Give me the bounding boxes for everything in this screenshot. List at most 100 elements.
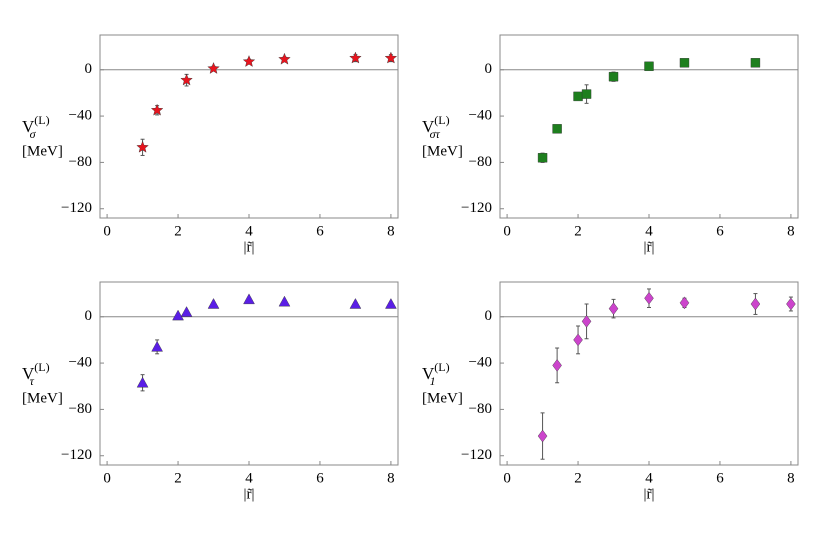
x-axis-label: |r̃| (643, 239, 654, 255)
data-point (608, 71, 619, 82)
data-point (552, 359, 562, 372)
y-label-main: V (422, 364, 435, 383)
data-point (644, 61, 654, 71)
data-point (537, 153, 548, 163)
x-tick-label: 4 (245, 223, 253, 239)
y-label-sub: 1 (430, 374, 436, 388)
data-point (608, 302, 619, 315)
x-tick-label: 4 (245, 470, 253, 486)
y-tick-label: −40 (469, 108, 492, 124)
x-tick-label: 8 (387, 470, 395, 486)
y-tick-label: 0 (485, 308, 493, 324)
y-tick-label: −80 (469, 154, 492, 170)
x-tick-label: 0 (503, 470, 511, 486)
data-point (172, 309, 184, 321)
y-tick-label: −80 (69, 401, 92, 417)
plot-frame (99, 281, 399, 466)
y-tick-label: −40 (469, 355, 492, 371)
y-tick-label: −80 (469, 401, 492, 417)
panel: −120 −80 −40 0 0 2 4 6 8 |r̃| V(L) σ [MeV] (22, 34, 399, 255)
y-axis-label: V(L) 1 (422, 360, 450, 388)
x-tick-label: 6 (716, 470, 724, 486)
data-point (644, 291, 654, 305)
y-label-main: V (22, 364, 35, 383)
y-axis-unit: [MeV] (422, 390, 463, 406)
y-tick-label: 0 (85, 61, 93, 77)
y-label-sub: σ (30, 127, 37, 141)
data-point (750, 297, 761, 311)
data-point (278, 52, 291, 65)
data-point (581, 89, 592, 99)
y-axis-unit: [MeV] (22, 390, 63, 406)
y-axis-unit: [MeV] (22, 143, 63, 159)
x-axis-label: |r̃| (243, 239, 254, 255)
data-point (150, 103, 164, 116)
x-tick-label: 4 (645, 223, 653, 239)
y-label-sub: τ (30, 374, 35, 388)
y-tick-label: −120 (61, 447, 92, 463)
y-axis-label: V(L) στ (422, 113, 450, 141)
data-point (180, 306, 193, 317)
y-tick-label: −40 (69, 108, 92, 124)
x-tick-label: 8 (787, 223, 795, 239)
x-axis-label: |r̃| (643, 486, 654, 502)
y-label-sup: (L) (34, 360, 49, 374)
x-tick-label: 0 (103, 470, 111, 486)
x-tick-label: 2 (574, 470, 582, 486)
data-point (384, 51, 398, 64)
data-point (552, 124, 562, 134)
x-tick-label: 0 (503, 223, 511, 239)
data-point (573, 333, 583, 347)
y-tick-label: −120 (461, 200, 492, 216)
data-point (151, 340, 163, 352)
x-tick-label: 2 (174, 470, 182, 486)
panel: −120 −80 −40 0 0 2 4 6 8 |r̃| V(L) 1 [MeV] (422, 281, 799, 502)
data-point (679, 296, 690, 310)
panel: −120 −80 −40 0 0 2 4 6 8 |r̃| V(L) στ [MeV] (422, 34, 799, 255)
y-axis-label: V(L) σ (22, 113, 50, 141)
data-point (243, 293, 255, 305)
data-point (242, 55, 256, 67)
y-label-sup: (L) (34, 113, 49, 127)
data-point (537, 429, 548, 443)
data-point (750, 58, 761, 68)
y-tick-label: 0 (485, 61, 493, 77)
y-label-sup: (L) (434, 360, 449, 374)
x-tick-label: 2 (174, 223, 182, 239)
data-point (207, 62, 220, 74)
panel: −120 −80 −40 0 0 2 4 6 8 |r̃| V(L) τ [MeV] (22, 281, 399, 502)
y-label-main: V (22, 117, 35, 136)
data-point (786, 297, 796, 311)
data-point (349, 298, 362, 309)
x-tick-label: 4 (645, 470, 653, 486)
y-tick-label: 0 (85, 308, 93, 324)
data-point (385, 298, 397, 309)
data-point (180, 73, 193, 86)
y-label-main: V (422, 117, 435, 136)
data-point (278, 295, 291, 307)
x-tick-label: 2 (574, 223, 582, 239)
y-label-sup: (L) (434, 113, 449, 127)
y-tick-label: −120 (61, 200, 92, 216)
data-point (207, 298, 220, 309)
y-tick-label: −80 (69, 154, 92, 170)
y-axis-label: V(L) τ (22, 360, 50, 388)
data-point (136, 376, 149, 388)
data-point (136, 140, 149, 153)
y-tick-label: −120 (461, 447, 492, 463)
data-point (573, 91, 583, 102)
x-axis-label: |r̃| (243, 486, 254, 502)
x-tick-label: 0 (103, 223, 111, 239)
x-tick-label: 6 (316, 223, 324, 239)
data-point (581, 315, 592, 328)
y-label-sub: στ (430, 127, 441, 141)
x-tick-label: 8 (787, 470, 795, 486)
x-tick-label: 8 (387, 223, 395, 239)
x-tick-label: 6 (316, 470, 324, 486)
y-tick-label: −40 (69, 355, 92, 371)
x-tick-label: 6 (716, 223, 724, 239)
data-point (349, 51, 362, 64)
y-axis-unit: [MeV] (422, 143, 463, 159)
data-point (679, 58, 690, 68)
